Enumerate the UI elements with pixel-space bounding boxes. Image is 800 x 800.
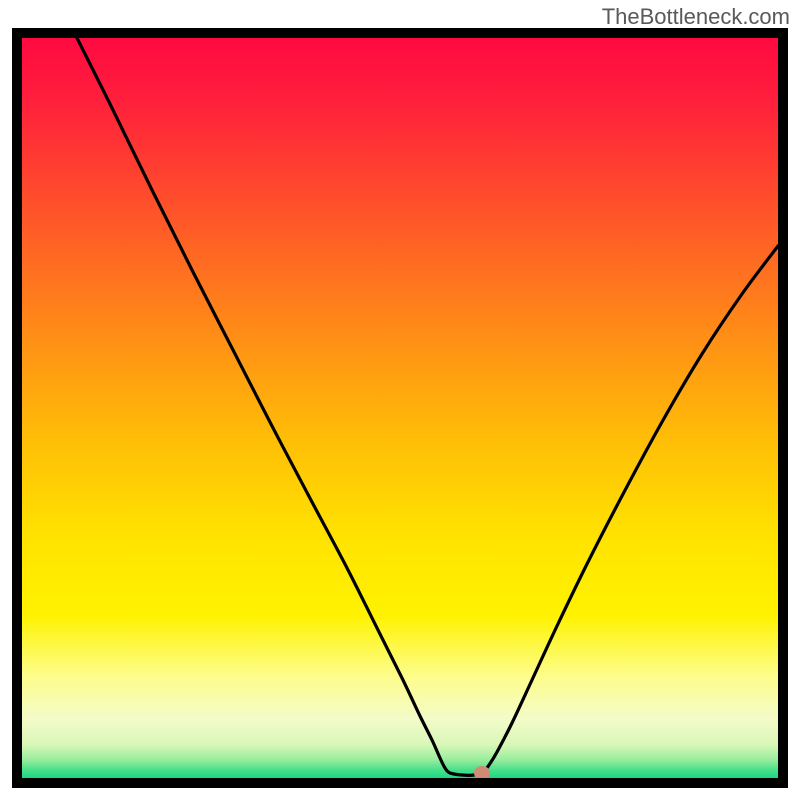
plot-area [22, 38, 778, 778]
chart-frame [12, 28, 788, 788]
chart-svg [22, 38, 778, 778]
gradient-background [22, 38, 778, 778]
watermark-text: TheBottleneck.com [602, 4, 790, 30]
